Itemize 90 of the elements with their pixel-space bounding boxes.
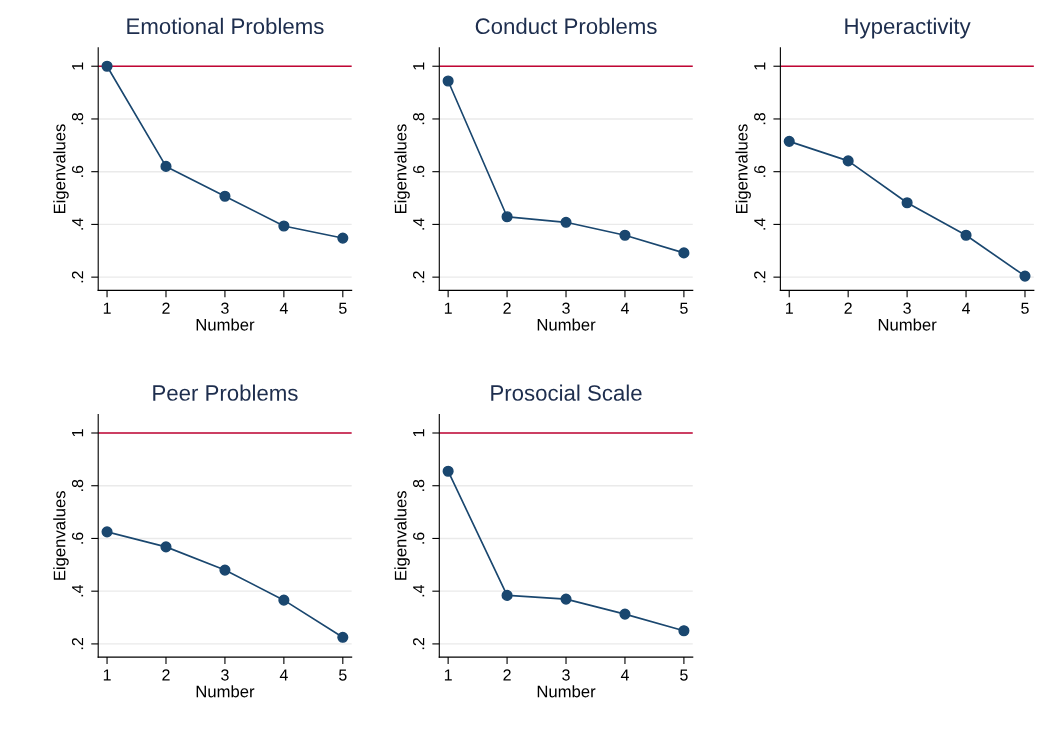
point — [337, 631, 349, 643]
x-tick-label: 3 — [562, 669, 570, 681]
y-tick-label: 1 — [72, 62, 84, 70]
x-tick-label: 2 — [503, 302, 511, 314]
point — [619, 229, 631, 241]
x-axis-title: Number — [196, 318, 255, 331]
x-tick-label: 1 — [444, 302, 452, 314]
x-tick-label: 3 — [903, 302, 911, 314]
x-axis-title: Number — [537, 318, 596, 331]
y-tick-label: 1 — [754, 62, 766, 70]
point — [442, 465, 454, 477]
x-tick-label: 5 — [339, 302, 347, 314]
x-tick-label: 5 — [680, 669, 688, 681]
point — [960, 229, 972, 241]
y-tick-label: .6 — [754, 165, 766, 177]
y-tick-label: 1 — [413, 62, 425, 70]
y-tick-label: .8 — [71, 479, 84, 491]
y-axis-title: Eigenvalues — [394, 491, 410, 580]
y-axis-title: Eigenvalues — [735, 124, 751, 214]
x-tick-label: 4 — [620, 302, 629, 314]
point — [783, 135, 795, 147]
point — [442, 75, 454, 87]
x-tick-label: 3 — [221, 302, 229, 314]
x-tick-label: 5 — [1021, 302, 1029, 314]
point — [219, 564, 231, 576]
point — [101, 526, 113, 538]
y-tick-label: .2 — [71, 271, 84, 283]
x-tick-label: 4 — [279, 302, 288, 314]
x-tick-label: 5 — [680, 302, 688, 314]
chart-title: Hyperactivity — [845, 17, 971, 39]
chart-title: Prosocial Scale — [491, 384, 642, 401]
x-tick-label: 2 — [162, 669, 170, 681]
y-axis-title: Eigenvalues — [53, 124, 69, 214]
chart-title: Peer Problems — [153, 384, 298, 401]
x-tick-label: 4 — [620, 669, 629, 681]
point — [678, 247, 690, 259]
y-tick-label: .4 — [72, 218, 84, 230]
point — [160, 160, 172, 172]
y-tick-label: .8 — [71, 112, 84, 125]
x-tick-label: 2 — [503, 669, 511, 681]
x-tick-label: 1 — [444, 669, 452, 681]
x-tick-label: 1 — [103, 302, 111, 314]
y-tick-label: .2 — [71, 638, 84, 650]
point — [501, 589, 513, 601]
y-tick-label: .8 — [413, 479, 425, 491]
y-tick-label: .4 — [413, 584, 425, 597]
point — [337, 232, 349, 244]
x-tick-label: 1 — [786, 302, 793, 314]
y-tick-label: .8 — [413, 112, 425, 125]
y-tick-label: .6 — [71, 165, 84, 177]
x-axis-title: Number — [196, 685, 255, 698]
chart-title: Conduct Problems — [475, 17, 657, 35]
y-tick-label: .2 — [413, 638, 425, 650]
y-tick-label: 1 — [72, 429, 84, 437]
x-tick-label: 1 — [103, 669, 111, 681]
x-tick-label: 2 — [844, 302, 852, 314]
x-tick-label: 3 — [221, 669, 229, 681]
point — [619, 608, 631, 620]
y-tick-label: .4 — [72, 584, 84, 597]
y-tick-label: .6 — [71, 532, 84, 544]
point — [678, 625, 690, 637]
point — [160, 541, 172, 553]
y-tick-label: .4 — [413, 218, 425, 230]
point — [501, 211, 513, 223]
point — [1019, 270, 1031, 282]
y-tick-label: .6 — [413, 532, 425, 544]
y-tick-label: .8 — [754, 112, 766, 125]
x-tick-label: 5 — [339, 669, 347, 681]
point — [101, 60, 113, 72]
point — [842, 155, 854, 167]
x-tick-label: 4 — [961, 302, 971, 314]
y-tick-label: 1 — [413, 429, 425, 437]
point — [219, 190, 231, 202]
x-tick-label: 3 — [562, 302, 570, 314]
x-tick-label: 2 — [162, 302, 170, 314]
point — [278, 594, 290, 606]
y-axis-title: Eigenvalues — [53, 491, 69, 580]
y-tick-label: .4 — [754, 218, 766, 230]
x-axis-title: Number — [537, 685, 596, 698]
point — [278, 220, 290, 232]
y-tick-label: .2 — [754, 271, 766, 283]
x-tick-label: 4 — [279, 669, 288, 681]
point — [901, 197, 913, 209]
x-axis-title: Number — [878, 318, 937, 331]
y-axis-title: Eigenvalues — [394, 124, 410, 214]
point — [560, 216, 572, 228]
y-tick-label: .2 — [413, 271, 425, 283]
y-tick-label: .6 — [413, 165, 425, 177]
chart-title: Emotional Problems — [127, 17, 324, 35]
point — [560, 593, 572, 605]
